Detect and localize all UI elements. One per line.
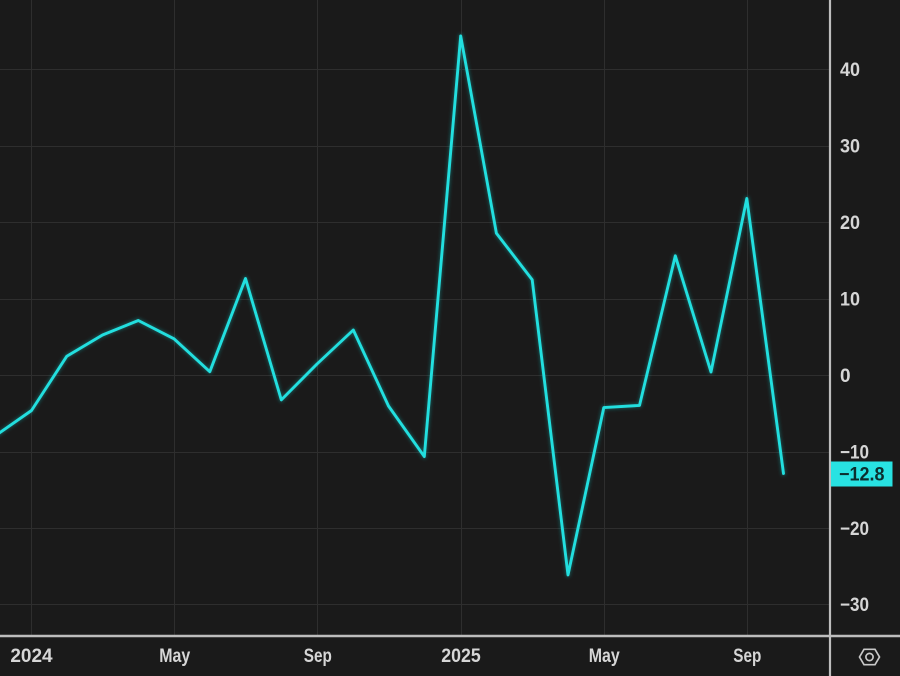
svg-text:0: 0 <box>840 366 851 387</box>
svg-text:2025: 2025 <box>441 646 481 667</box>
svg-text:10: 10 <box>840 290 860 311</box>
svg-text:May: May <box>589 646 620 667</box>
svg-text:−20: −20 <box>840 519 869 540</box>
svg-text:2024: 2024 <box>10 646 53 667</box>
svg-text:−10: −10 <box>840 442 869 463</box>
svg-text:30: 30 <box>840 137 860 158</box>
svg-text:−12.8: −12.8 <box>839 465 885 486</box>
svg-text:20: 20 <box>840 213 860 234</box>
svg-text:Sep: Sep <box>304 646 332 667</box>
svg-text:Sep: Sep <box>733 646 761 667</box>
svg-text:−30: −30 <box>840 595 869 616</box>
svg-text:May: May <box>159 646 190 667</box>
svg-text:40: 40 <box>840 60 860 81</box>
